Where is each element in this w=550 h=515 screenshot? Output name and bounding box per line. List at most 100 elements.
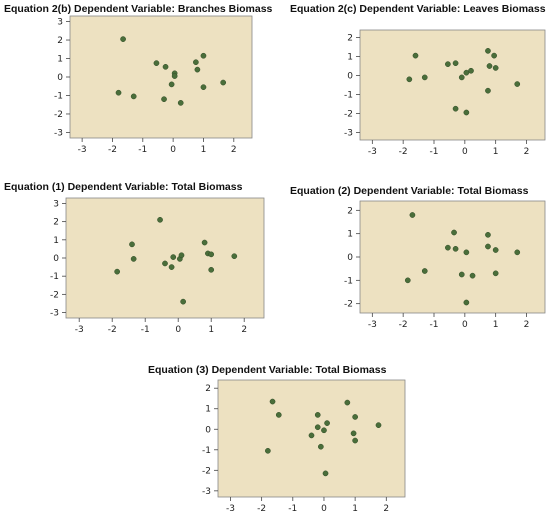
data-point bbox=[114, 268, 121, 275]
x-tick-label: 1 bbox=[493, 320, 499, 330]
data-point bbox=[168, 264, 175, 270]
data-point bbox=[352, 437, 358, 444]
y-tick-label: 1 bbox=[347, 230, 353, 240]
y-tick-label: -2 bbox=[50, 290, 59, 300]
chart-title: Equation (1) Dependent Variable: Total B… bbox=[4, 181, 243, 193]
plot-area bbox=[69, 15, 253, 139]
x-tick-label: -1 bbox=[430, 320, 439, 330]
y-tick-label: 2 bbox=[53, 218, 59, 228]
data-point bbox=[350, 430, 357, 437]
y-tick-label: 3 bbox=[57, 18, 63, 28]
data-point bbox=[492, 270, 499, 277]
x-tick-label: -3 bbox=[368, 320, 377, 330]
y-tick-label: 1 bbox=[53, 236, 59, 246]
y-tick-label: -2 bbox=[202, 466, 211, 476]
chart-title: Equation 2(b) Dependent Variable: Branch… bbox=[4, 3, 273, 15]
data-point bbox=[421, 74, 428, 81]
x-tick-label: -1 bbox=[430, 147, 439, 157]
x-tick-label: 0 bbox=[462, 320, 468, 330]
data-point bbox=[130, 256, 137, 262]
x-tick-label: -3 bbox=[368, 147, 377, 157]
data-point bbox=[314, 412, 321, 418]
data-point bbox=[406, 76, 413, 83]
x-tick-label: 2 bbox=[241, 325, 247, 335]
data-point bbox=[178, 252, 185, 259]
y-tick-label: 0 bbox=[205, 425, 211, 435]
data-point bbox=[265, 447, 271, 454]
data-point bbox=[458, 74, 465, 81]
data-point bbox=[321, 427, 327, 434]
y-tick-label: 1 bbox=[57, 55, 63, 65]
x-tick-label: 1 bbox=[208, 325, 214, 335]
data-point bbox=[485, 87, 491, 94]
data-point bbox=[200, 52, 207, 59]
data-point bbox=[492, 247, 499, 253]
x-tick-label: 1 bbox=[493, 147, 499, 157]
data-point bbox=[469, 272, 476, 279]
data-point bbox=[322, 470, 329, 477]
data-point bbox=[314, 424, 321, 431]
data-point bbox=[445, 61, 451, 67]
y-tick-label: -1 bbox=[50, 272, 59, 282]
data-point bbox=[208, 251, 215, 258]
data-point bbox=[168, 81, 175, 88]
data-point bbox=[208, 266, 215, 273]
data-point bbox=[324, 420, 330, 426]
y-tick-label: -3 bbox=[50, 309, 59, 319]
data-point bbox=[177, 100, 184, 106]
y-tick-label: 1 bbox=[205, 405, 211, 415]
data-point bbox=[157, 216, 163, 223]
x-tick-label: 2 bbox=[383, 504, 389, 514]
data-point bbox=[412, 52, 419, 59]
data-point bbox=[514, 81, 521, 87]
data-point bbox=[180, 298, 186, 305]
data-point bbox=[404, 277, 411, 284]
data-point bbox=[308, 432, 315, 439]
y-tick-label: 1 bbox=[347, 53, 353, 63]
data-point bbox=[318, 443, 324, 450]
data-point bbox=[485, 48, 491, 54]
data-point bbox=[409, 212, 416, 218]
data-point bbox=[162, 260, 168, 267]
data-point bbox=[452, 105, 459, 112]
data-point bbox=[458, 271, 465, 278]
x-tick-label: -1 bbox=[288, 504, 297, 514]
scatter-plot-equation-2: -3 -2 -1 0 1 2 2 1 0 -1 -2 bbox=[344, 200, 546, 330]
data-point bbox=[352, 414, 358, 420]
x-tick-label: -1 bbox=[138, 145, 147, 155]
x-tick-label: -3 bbox=[226, 504, 235, 514]
data-point bbox=[120, 36, 126, 42]
x-tick-label: 0 bbox=[175, 325, 181, 335]
data-point bbox=[269, 398, 276, 405]
scatter-plot-branches-biomass: -3 -2 -1 0 1 2 3 2 1 0 -1 -2 -3 bbox=[54, 15, 253, 155]
data-point bbox=[129, 241, 135, 248]
x-tick-label: -3 bbox=[78, 145, 87, 155]
y-tick-label: 2 bbox=[205, 384, 211, 394]
y-tick-label: 3 bbox=[53, 199, 59, 209]
y-tick-label: 2 bbox=[347, 206, 353, 216]
y-tick-label: -2 bbox=[344, 300, 353, 310]
data-point bbox=[452, 60, 459, 67]
data-point bbox=[200, 84, 207, 91]
data-point bbox=[468, 67, 474, 74]
y-tick-label: -1 bbox=[344, 90, 353, 100]
data-point bbox=[153, 60, 160, 66]
x-tick-label: 0 bbox=[170, 145, 176, 155]
x-tick-label: 2 bbox=[524, 147, 530, 157]
data-point bbox=[171, 73, 178, 79]
data-point bbox=[170, 254, 177, 260]
y-tick-label: -2 bbox=[344, 109, 353, 119]
data-point bbox=[492, 65, 499, 71]
y-tick-label: -3 bbox=[54, 128, 63, 138]
chart-title: Equation (2) Dependent Variable: Total B… bbox=[290, 185, 529, 197]
y-tick-label: 2 bbox=[57, 36, 63, 46]
x-tick-label: 2 bbox=[231, 145, 237, 155]
data-point bbox=[485, 231, 491, 238]
x-tick-label: -2 bbox=[108, 145, 117, 155]
scatter-plot-leaves-biomass: -3 -2 -1 0 1 2 2 1 0 -1 -2 -3 bbox=[344, 29, 546, 157]
plot-area bbox=[65, 197, 265, 319]
data-point bbox=[445, 244, 451, 251]
data-point bbox=[130, 93, 137, 100]
data-point bbox=[194, 66, 201, 73]
